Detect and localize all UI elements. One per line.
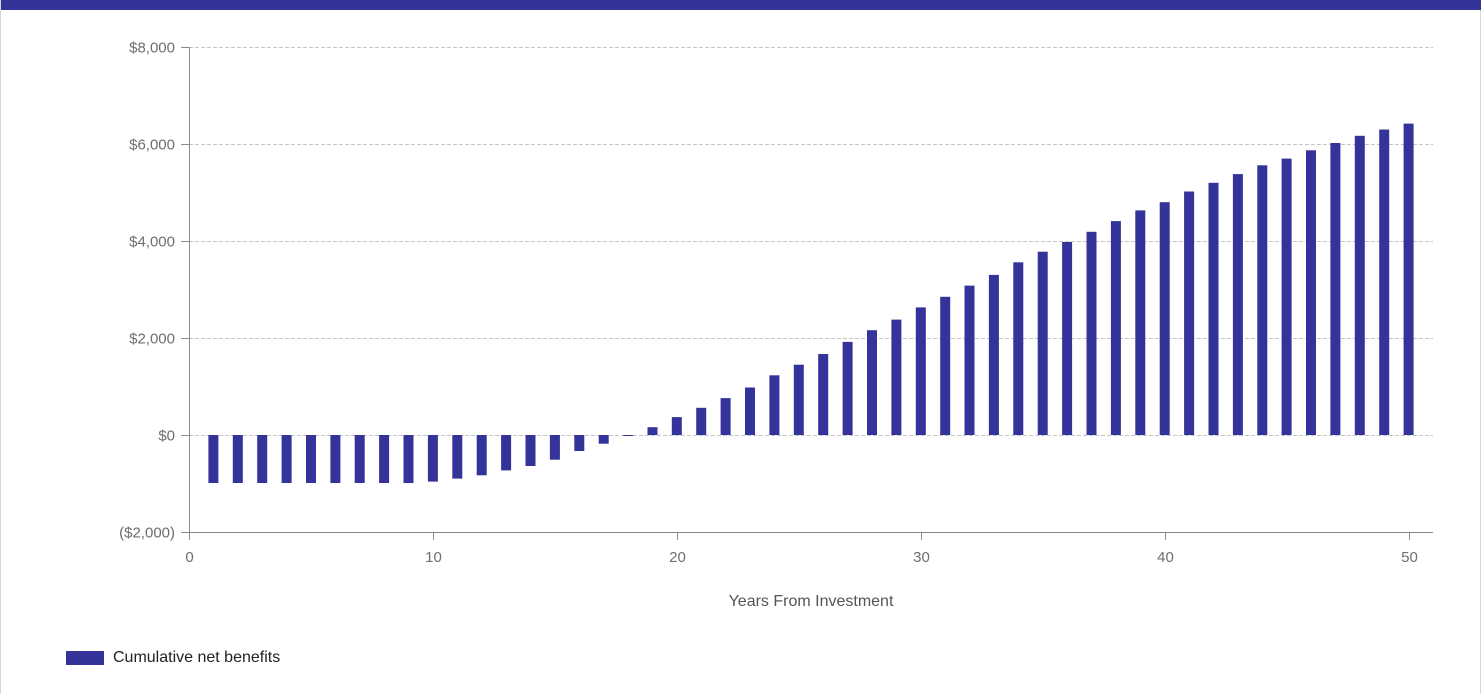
bar-year-47 bbox=[1330, 143, 1341, 435]
bar-year-1 bbox=[208, 435, 219, 483]
bar-year-37 bbox=[1086, 231, 1097, 435]
bar-year-45 bbox=[1281, 158, 1292, 435]
bar-year-43 bbox=[1232, 174, 1243, 435]
bar-year-6 bbox=[330, 435, 341, 483]
bar-year-9 bbox=[403, 435, 414, 483]
bar-year-48 bbox=[1354, 135, 1365, 436]
bar-year-27 bbox=[842, 341, 853, 435]
bar-year-32 bbox=[964, 285, 975, 435]
bar-year-31 bbox=[940, 296, 951, 435]
bar-year-4 bbox=[281, 435, 292, 483]
x-axis-title: Years From Investment bbox=[729, 593, 894, 610]
bar-year-30 bbox=[915, 307, 926, 435]
x-tick-label-4: 40 bbox=[1157, 549, 1174, 566]
bar-year-7 bbox=[354, 435, 365, 483]
bar-year-44 bbox=[1257, 165, 1268, 436]
x-tick-label-2: 20 bbox=[669, 549, 686, 566]
bar-year-2 bbox=[232, 435, 243, 483]
header-band bbox=[1, 0, 1481, 10]
bar-year-49 bbox=[1379, 129, 1390, 435]
bar-year-50 bbox=[1403, 123, 1414, 435]
bar-year-24 bbox=[769, 375, 780, 435]
bar-year-5 bbox=[306, 435, 316, 483]
bar-year-19 bbox=[647, 427, 658, 435]
x-tick-label-3: 30 bbox=[913, 549, 930, 566]
bar-year-42 bbox=[1208, 182, 1219, 435]
bar-year-41 bbox=[1184, 191, 1195, 435]
bar-year-13 bbox=[501, 435, 512, 471]
y-tick-label-0: ($2,000) bbox=[119, 525, 175, 542]
bar-year-39 bbox=[1135, 210, 1146, 435]
bar-year-16 bbox=[574, 435, 585, 451]
y-tick-label-1: $0 bbox=[158, 428, 175, 445]
bar-year-21 bbox=[696, 407, 707, 435]
bar-year-17 bbox=[598, 435, 609, 444]
bar-year-38 bbox=[1110, 221, 1121, 435]
bar-year-22 bbox=[720, 398, 731, 435]
y-tick-label-3: $4,000 bbox=[129, 234, 175, 251]
y-tick-label-4: $6,000 bbox=[129, 137, 175, 154]
bar-year-36 bbox=[1062, 242, 1073, 435]
bar-year-10 bbox=[427, 435, 438, 482]
bar-year-25 bbox=[793, 364, 804, 435]
bar-year-26 bbox=[818, 354, 829, 435]
legend: Cumulative net benefits bbox=[66, 648, 280, 668]
x-tick-label-0: 0 bbox=[185, 549, 193, 566]
legend-swatch bbox=[66, 651, 104, 665]
bar-year-34 bbox=[1013, 262, 1024, 435]
bar-year-8 bbox=[379, 435, 390, 483]
bar-year-29 bbox=[891, 319, 902, 435]
bar-year-46 bbox=[1306, 150, 1316, 436]
y-tick-label-2: $2,000 bbox=[129, 331, 175, 348]
bar-year-28 bbox=[867, 330, 877, 435]
legend-label: Cumulative net benefits bbox=[113, 649, 281, 666]
bar-year-3 bbox=[257, 435, 268, 483]
bar-year-20 bbox=[671, 417, 682, 435]
bar-year-14 bbox=[525, 435, 536, 466]
bar-year-40 bbox=[1159, 202, 1170, 435]
bar-year-11 bbox=[452, 435, 463, 479]
bar-year-15 bbox=[549, 435, 560, 460]
x-tick-label-5: 50 bbox=[1401, 549, 1418, 566]
bar-year-12 bbox=[476, 435, 487, 476]
bar-year-18 bbox=[623, 435, 634, 436]
bar-year-33 bbox=[988, 274, 999, 435]
bar-year-23 bbox=[745, 387, 755, 435]
y-tick-label-5: $8,000 bbox=[129, 40, 175, 57]
bar-year-35 bbox=[1037, 251, 1048, 435]
x-tick-label-1: 10 bbox=[425, 549, 442, 566]
